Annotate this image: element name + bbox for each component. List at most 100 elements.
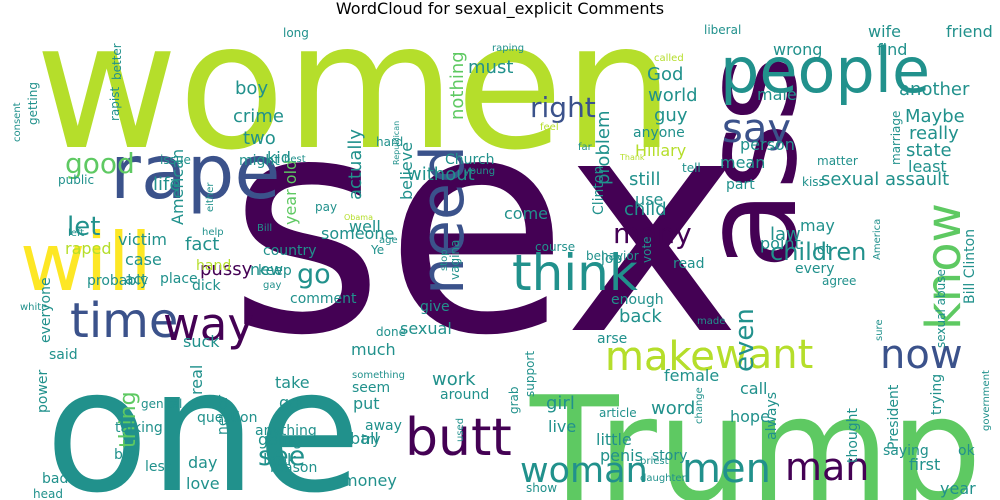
word-mean: mean xyxy=(720,153,765,172)
word-without: without xyxy=(407,164,475,185)
word-genital: genital xyxy=(141,397,182,411)
word-church: Church xyxy=(445,152,495,168)
word-kiss: kiss xyxy=(802,175,825,189)
word-government: government xyxy=(981,370,992,431)
word-love: love xyxy=(186,474,220,493)
word-problem: problem xyxy=(593,111,614,185)
word-word: word xyxy=(651,398,695,419)
word-even: even xyxy=(730,308,760,372)
word-anything: anything xyxy=(255,423,317,439)
word-people: people xyxy=(720,34,930,107)
word-sexual-assault: sexual assault xyxy=(821,169,949,190)
word-way: way xyxy=(163,298,254,351)
word-call: call xyxy=(740,379,768,398)
word-give: give xyxy=(420,299,450,315)
word-know: know xyxy=(916,203,972,330)
word-life: life xyxy=(153,174,180,195)
word-thought: thought xyxy=(845,407,861,463)
word-point: point xyxy=(760,234,801,253)
word-grab: grab xyxy=(507,386,521,414)
word-every: every xyxy=(795,261,835,277)
word-vote: vote xyxy=(640,236,654,263)
word-least: least xyxy=(908,157,947,176)
word-job: job xyxy=(600,251,622,267)
word-must: must xyxy=(468,57,513,78)
word-raping: raping xyxy=(492,43,524,54)
word-white: white xyxy=(20,302,47,313)
word-course: course xyxy=(535,240,575,254)
word-tell: tell xyxy=(682,161,701,175)
word-victim: victim xyxy=(118,230,167,249)
word-penis: penis xyxy=(600,446,643,465)
word-trump: Trump xyxy=(529,366,982,500)
word-arse: arse xyxy=(597,331,627,347)
word-much: much xyxy=(351,340,396,359)
word-republican: Republican xyxy=(392,121,401,165)
word-called: called xyxy=(654,53,684,64)
word-will: will xyxy=(20,216,152,309)
word-done: done xyxy=(376,325,406,339)
word-question: question xyxy=(197,410,257,426)
word-live: live xyxy=(548,417,576,436)
word-another: another xyxy=(899,79,970,100)
word-really: really xyxy=(909,123,959,144)
word-behavior: behavior xyxy=(586,249,639,263)
word-actually: actually xyxy=(345,129,366,200)
word-vagina: vagina xyxy=(448,240,462,280)
word-show: show xyxy=(526,481,557,495)
word-case: case xyxy=(125,250,162,269)
word-let: let xyxy=(67,212,100,242)
word-good: good xyxy=(65,147,135,180)
word-little: little xyxy=(596,430,632,449)
word-rape: rape xyxy=(110,128,281,216)
word-saying: saying xyxy=(883,443,929,459)
word-issue: issue xyxy=(160,153,191,167)
word-state: state xyxy=(906,140,952,161)
word-young: young xyxy=(464,166,495,177)
word-stop: stop xyxy=(439,249,450,271)
word-marriage: marriage xyxy=(889,111,903,165)
word-ass: ass xyxy=(674,55,826,270)
word-american: American xyxy=(168,149,187,225)
word-country: country xyxy=(263,243,317,259)
word-someone: someone xyxy=(321,224,394,243)
word-child: child xyxy=(624,199,667,220)
word-getting: getting xyxy=(26,82,40,125)
word-best: best xyxy=(284,154,306,165)
word-two: two xyxy=(243,128,276,149)
word-seem: seem xyxy=(352,380,390,396)
word-find: find xyxy=(877,40,907,59)
word-either: either xyxy=(205,182,216,212)
word-man: man xyxy=(785,445,869,489)
word-gay: gay xyxy=(263,280,281,291)
word-year: year xyxy=(940,479,976,498)
word-matter: matter xyxy=(817,154,858,168)
word-something: something xyxy=(352,370,405,381)
word-enough: enough xyxy=(611,292,664,308)
word-made: made xyxy=(697,316,725,327)
word-obama: Obama xyxy=(344,213,373,222)
word-new: new xyxy=(250,260,283,279)
word-support: support xyxy=(523,351,537,397)
word-law: law xyxy=(770,224,801,245)
word-need: need xyxy=(408,145,478,295)
word-men: men xyxy=(682,446,771,492)
word-hard: hard xyxy=(376,135,403,149)
word-read: read xyxy=(673,256,705,272)
word-raped: raped xyxy=(65,239,112,258)
word-world: world xyxy=(648,85,698,106)
word-age: age xyxy=(379,235,398,246)
word-kid: kid xyxy=(267,148,291,167)
word-fact: fact xyxy=(185,234,219,255)
word-story: story xyxy=(652,448,687,464)
word-sexual-abuse: sexual abuse xyxy=(934,269,948,348)
word-place: place xyxy=(160,271,198,287)
word-sex: sex xyxy=(228,52,741,401)
word-may: may xyxy=(800,216,835,235)
word-woman: woman xyxy=(520,451,648,491)
word-president: President xyxy=(886,384,902,450)
word-try: try xyxy=(361,432,381,448)
word-liberal: liberal xyxy=(704,23,741,37)
word-might: might xyxy=(239,153,280,169)
word-think: think xyxy=(512,244,638,302)
